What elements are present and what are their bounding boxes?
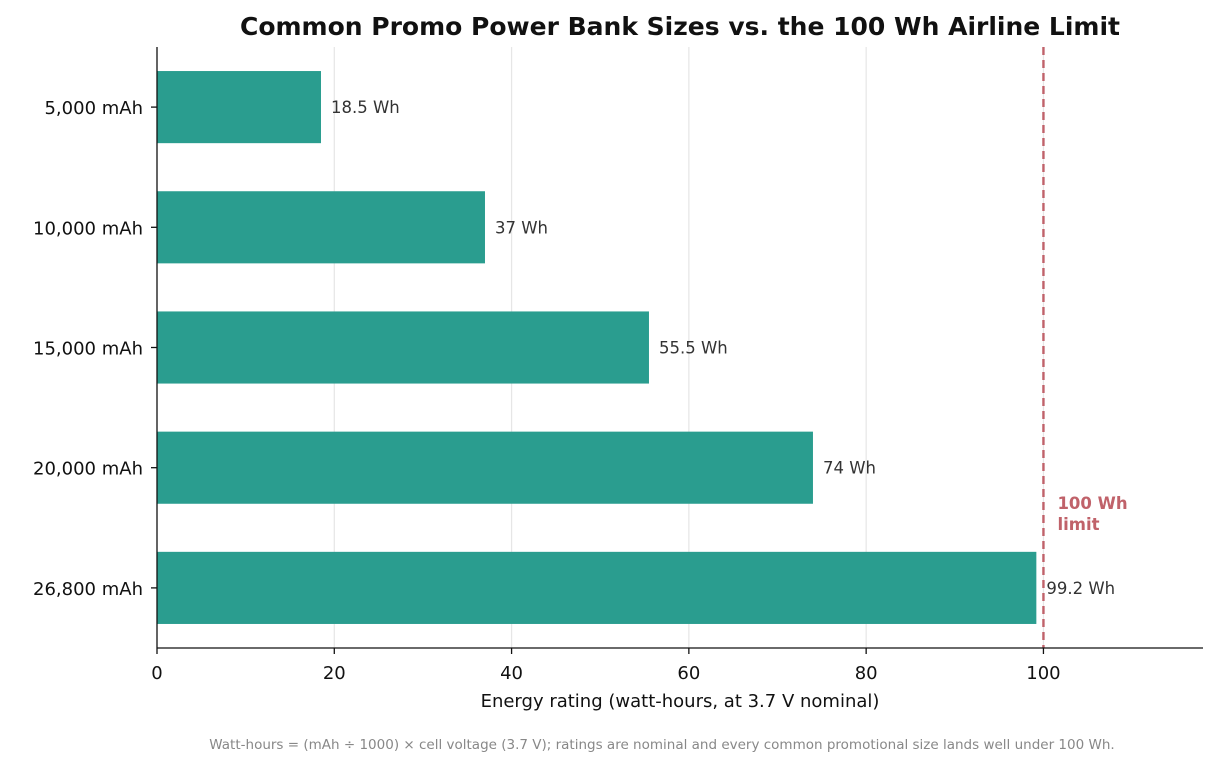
bar-0 [157, 71, 321, 144]
value-label-1: 37 Wh [495, 218, 548, 237]
x-tick-label-0: 0 [151, 663, 162, 684]
bar-3 [157, 431, 813, 504]
value-label-3: 74 Wh [823, 459, 876, 478]
x-tick-label-100: 100 [1026, 663, 1060, 684]
x-tick-label-80: 80 [855, 663, 878, 684]
y-tick-label-4: 26,800 mAh [33, 579, 143, 600]
reference-line-group: 100 Wh limit [1042, 47, 1128, 648]
y-tick-label-3: 20,000 mAh [33, 459, 143, 480]
axes: 5,000 mAh 10,000 mAh 15,000 mAh 20,000 mAh 2… [33, 47, 1203, 684]
reference-label-line-0: 100 Wh [1057, 494, 1127, 513]
bar-4 [157, 551, 1037, 624]
chart-title: Common Promo Power Bank Sizes vs. the 10… [240, 12, 1120, 41]
value-label-4: 99.2 Wh [1046, 579, 1115, 598]
y-tick-label-0: 5,000 mAh [44, 98, 143, 119]
bars: 18.5 Wh 37 Wh 55.5 Wh 74 Wh 99.2 Wh [157, 71, 1115, 624]
x-axis-label: Energy rating (watt-hours, at 3.7 V nomi… [481, 691, 880, 712]
bar-1 [157, 191, 485, 264]
x-tick-label-20: 20 [323, 663, 346, 684]
value-label-0: 18.5 Wh [331, 98, 400, 117]
x-tick-label-60: 60 [677, 663, 700, 684]
x-tick-label-40: 40 [500, 663, 523, 684]
footnote: Watt-hours = (mAh ÷ 1000) × cell voltage… [209, 737, 1114, 753]
bar-2 [157, 311, 649, 384]
reference-label-line-1: limit [1057, 515, 1099, 534]
y-tick-label-1: 10,000 mAh [33, 218, 143, 239]
value-label-2: 55.5 Wh [659, 339, 728, 358]
y-tick-label-2: 15,000 mAh [33, 339, 143, 360]
